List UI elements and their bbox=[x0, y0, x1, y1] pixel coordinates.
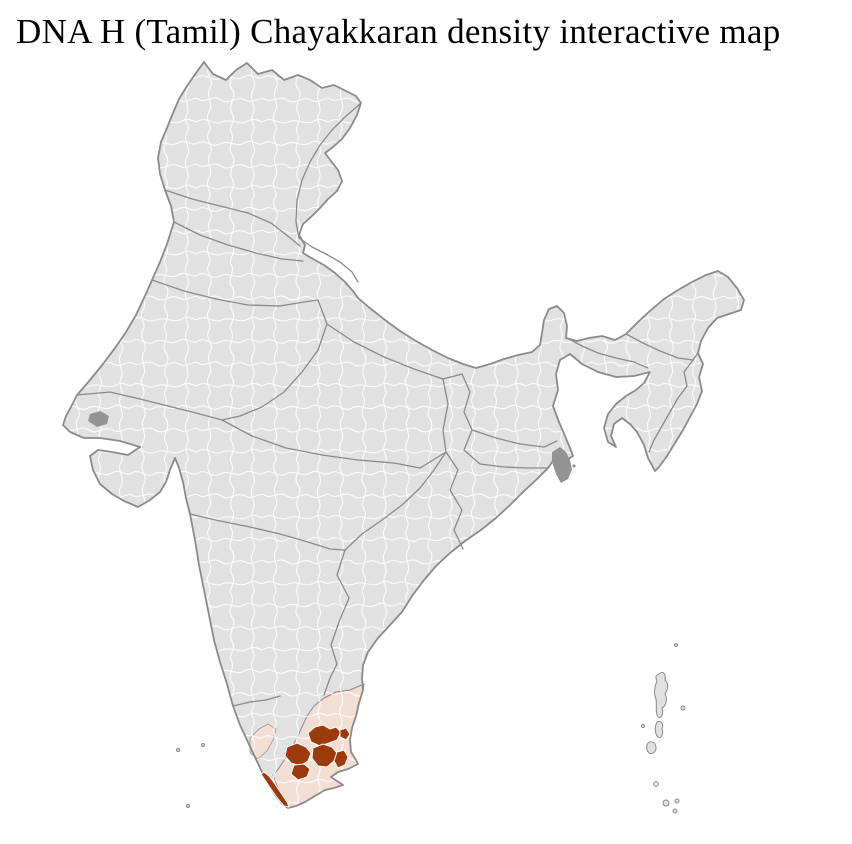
island[interactable] bbox=[653, 671, 669, 718]
high-density-district-coastal[interactable] bbox=[260, 771, 290, 808]
island[interactable] bbox=[201, 743, 205, 747]
high-density-district[interactable] bbox=[290, 763, 311, 781]
sundarbans-delta-patch bbox=[552, 447, 572, 483]
district-borders-overlay bbox=[63, 62, 744, 808]
andaman-nicobar-islands[interactable] bbox=[641, 643, 686, 814]
island[interactable] bbox=[674, 798, 680, 804]
island[interactable] bbox=[176, 748, 180, 752]
page-title: DNA H (Tamil) Chayakkaran density intera… bbox=[16, 12, 781, 51]
island[interactable] bbox=[641, 724, 645, 728]
island[interactable] bbox=[662, 799, 670, 807]
state-borders bbox=[76, 102, 699, 707]
high-density-district[interactable] bbox=[339, 727, 351, 741]
kutch-creek-patch bbox=[88, 411, 109, 427]
high-density-district[interactable] bbox=[333, 749, 349, 769]
island[interactable] bbox=[680, 705, 686, 711]
island[interactable] bbox=[654, 721, 664, 738]
island[interactable] bbox=[653, 781, 659, 787]
high-density-district[interactable] bbox=[284, 742, 312, 767]
island[interactable] bbox=[672, 808, 678, 814]
terrain-patches bbox=[88, 411, 576, 483]
high-density-districts bbox=[260, 724, 351, 808]
island[interactable] bbox=[186, 804, 190, 808]
island[interactable] bbox=[674, 643, 678, 647]
delta-speck bbox=[572, 464, 576, 468]
island[interactable] bbox=[646, 741, 657, 755]
lakshadweep-islands[interactable] bbox=[176, 743, 205, 808]
